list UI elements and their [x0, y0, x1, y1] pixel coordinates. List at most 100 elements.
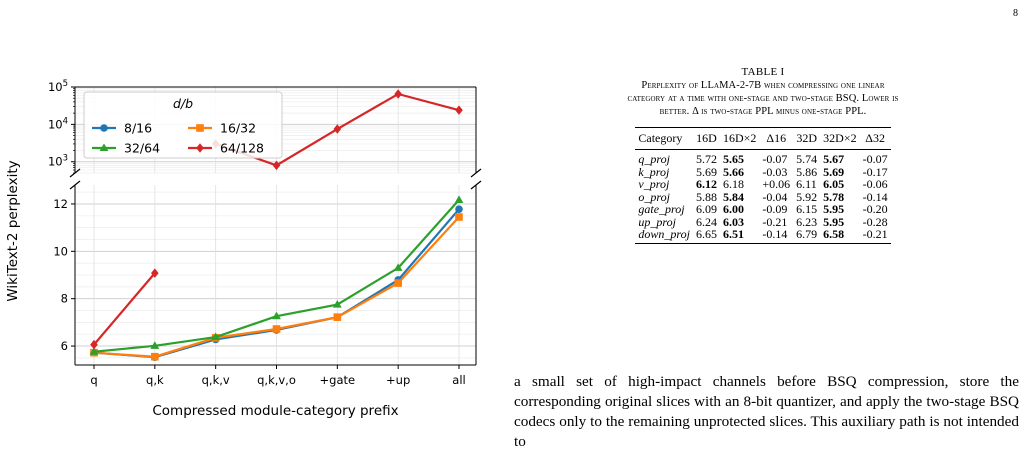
table-cell-delta16: -0.09 — [762, 202, 788, 216]
table-cell-d16x2: 5.65 — [722, 152, 744, 166]
table-cell-category: up_proj — [638, 214, 676, 229]
table-cell-d16: 6.12 — [695, 177, 717, 191]
table-row: down_proj 6.65 6.51 -0.14 6.79 6.58 -0.21 — [635, 228, 891, 244]
data-point — [332, 300, 342, 308]
table-cell-d32: 5.92 — [796, 189, 818, 204]
x-tick-label: +gate — [320, 373, 356, 387]
table-cell-d16x2: 6.18 — [722, 177, 744, 191]
table-cell-d32x2: 6.58 — [820, 228, 860, 244]
table-cell-d32: 6.79 — [793, 228, 821, 244]
body-paragraph: a small set of high-impact channels befo… — [514, 373, 1019, 450]
col-header-32d: 32D — [793, 127, 821, 150]
data-point — [100, 124, 108, 132]
page-number: 8 — [1013, 8, 1018, 19]
table-cell-category: v_proj — [638, 177, 670, 191]
y-tick-label: 103 — [48, 154, 68, 169]
table-cell-delta32: -0.07 — [862, 152, 888, 166]
table-row: q_proj 5.72 5.65 -0.07 5.74 5.67 -0.07 — [635, 150, 890, 166]
table-cell-d32x2: 5.69 — [823, 164, 845, 179]
x-axis-label: Compressed module-category prefix — [152, 403, 398, 419]
y-tick-exponent: 5 — [63, 79, 68, 89]
table-cell-delta32: -0.17 — [862, 164, 888, 179]
table-cell-delta32: -0.20 — [862, 202, 888, 216]
data-point — [455, 213, 463, 221]
data-point — [211, 332, 221, 341]
table-cell-delta16: +0.06 — [762, 177, 791, 191]
data-point — [393, 263, 403, 271]
table-cell-d32x2: 5.95 — [823, 202, 845, 216]
data-point — [454, 195, 464, 203]
table-cell-d16: 6.24 — [695, 214, 717, 229]
data-point — [89, 347, 99, 355]
table-row: gate_proj 6.09 6.00 -0.09 6.15 5.95 -0.20 — [635, 203, 890, 216]
table-row: up_proj 6.24 6.03 -0.21 6.23 5.95 -0.28 — [635, 214, 890, 229]
col-header-16dx2: 16D×2 — [719, 127, 760, 150]
y-tick-label: 10 — [53, 244, 68, 258]
table-row: o_proj 5.88 5.84 -0.04 5.92 5.78 -0.14 — [635, 189, 890, 204]
table-cell-d32: 6.23 — [796, 214, 818, 229]
table-cell-d16: 5.72 — [695, 152, 717, 166]
table-cell-delta32: -0.06 — [862, 177, 888, 191]
table-cell-category: o_proj — [638, 189, 670, 204]
legend-label: 32/64 — [124, 141, 160, 156]
y-tick-exponent: 3 — [63, 154, 68, 164]
perplexity-line-chart: 103 104 105 6 8 10 12 q q,k q,k,v q,k,v,o +gate +up a… — [5, 79, 482, 419]
table-cell-delta32: -0.14 — [862, 189, 888, 204]
table-cell-d32x2: 5.78 — [823, 189, 845, 204]
table-cell-d32: 6.15 — [796, 202, 818, 216]
table-cell-delta16: -0.14 — [759, 228, 794, 244]
table-body: q_proj 5.72 5.65 -0.07 5.74 5.67 -0.07 k_proj 5.… — [635, 150, 891, 244]
table-cell-d16x2: 5.84 — [722, 189, 744, 204]
axis-break-mark — [470, 168, 482, 178]
data-point — [333, 313, 342, 321]
table-row: v_proj 6.12 6.18 +0.06 6.11 6.05 -0.06 — [635, 178, 890, 191]
data-point — [99, 143, 109, 152]
legend-title: d/b — [173, 96, 193, 111]
table-cell-category: q_proj — [638, 152, 670, 166]
series-line — [93, 272, 156, 346]
table-cell-category: down_proj — [635, 228, 693, 244]
table-cell-delta32: -0.21 — [859, 228, 891, 244]
legend-box — [83, 91, 283, 159]
x-tick-label: q,k,v,o — [257, 373, 296, 387]
table-cell-delta16: -0.07 — [762, 152, 788, 166]
data-point — [151, 268, 159, 278]
x-tick-label: +up — [386, 373, 410, 387]
y-tick-label: 12 — [53, 197, 68, 211]
col-header-delta32: Δ32 — [859, 127, 891, 150]
table-caption-line: Perplexity of LLaMA-2-7B when compressin… — [641, 80, 885, 91]
results-table: Category 16D 16D×2 Δ16 32D 32D×2 Δ32 q_p… — [635, 127, 891, 244]
table-cell-d16x2: 6.51 — [719, 228, 760, 244]
y-tick-label: 8 — [61, 292, 68, 306]
x-tick-label: q — [90, 373, 97, 387]
table-cell-d32: 5.86 — [796, 164, 818, 179]
table-cell-d16: 6.09 — [695, 202, 717, 216]
x-tick-label: q,k,v — [202, 373, 230, 387]
table-cell-d32x2: 5.95 — [823, 214, 845, 229]
data-point — [90, 339, 98, 350]
table-cell-delta16: -0.04 — [762, 189, 788, 204]
y-tick-label: 6 — [61, 339, 68, 353]
table-block: TABLE I Perplexity of LLaMA-2-7B when co… — [508, 66, 1018, 244]
col-header-category: Category — [635, 127, 693, 150]
data-point — [196, 143, 204, 153]
table-cell-d16: 5.69 — [695, 164, 717, 179]
data-point — [151, 352, 159, 361]
data-point — [272, 160, 281, 171]
table-cell-delta32: -0.28 — [862, 214, 888, 229]
col-header-16d: 16D — [692, 127, 720, 150]
data-point — [455, 205, 463, 213]
data-point — [333, 124, 342, 134]
y-axis-label: WikiText-2 perplexity — [5, 160, 21, 301]
table-title: TABLE I — [741, 66, 785, 78]
data-point — [272, 311, 281, 320]
table-cell-d16: 6.65 — [692, 228, 720, 244]
col-header-32dx2: 32D×2 — [820, 127, 860, 150]
col-header-delta16: Δ16 — [759, 127, 794, 150]
table-cell-d16x2: 6.00 — [722, 202, 744, 216]
table-cell-d16x2: 6.03 — [722, 214, 744, 229]
table-caption-line: better. Δ is two-stage PPL minus one-sta… — [659, 106, 867, 117]
data-point — [394, 89, 402, 99]
table-cell-d32: 5.74 — [796, 152, 818, 166]
y-tick-label: 105 — [48, 79, 68, 94]
